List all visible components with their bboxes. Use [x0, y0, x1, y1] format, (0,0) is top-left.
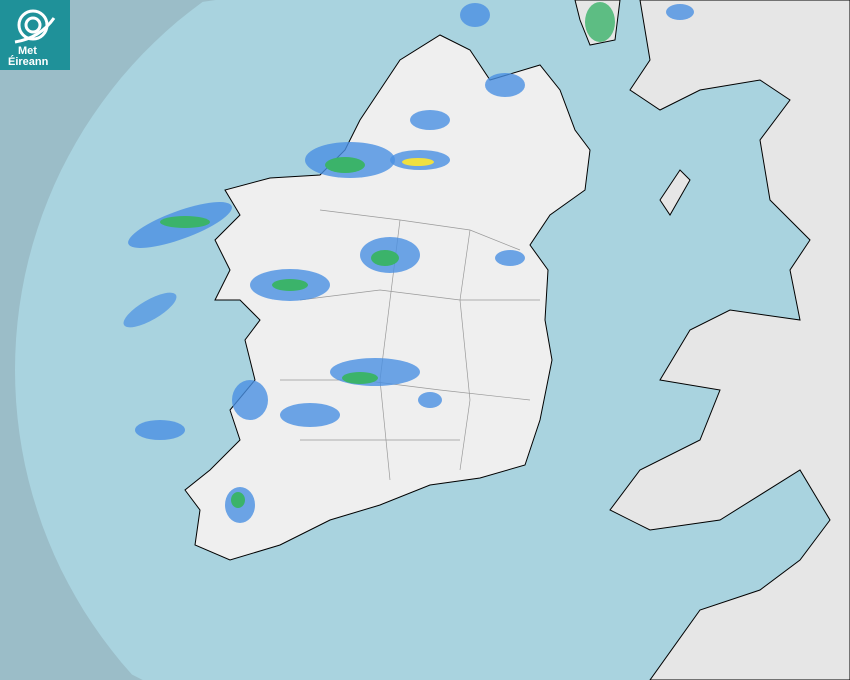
- rain-echoes: [123, 2, 694, 523]
- met-eireann-logo: Met Éireann: [0, 0, 70, 70]
- isle-of-man-land: [659, 169, 691, 216]
- logo-text-met: Met: [18, 45, 37, 57]
- ireland-land: [184, 34, 591, 561]
- logo-text-eireann: Éireann: [8, 56, 49, 68]
- great-britain-land: [609, 0, 850, 680]
- swirl-icon: [14, 9, 56, 44]
